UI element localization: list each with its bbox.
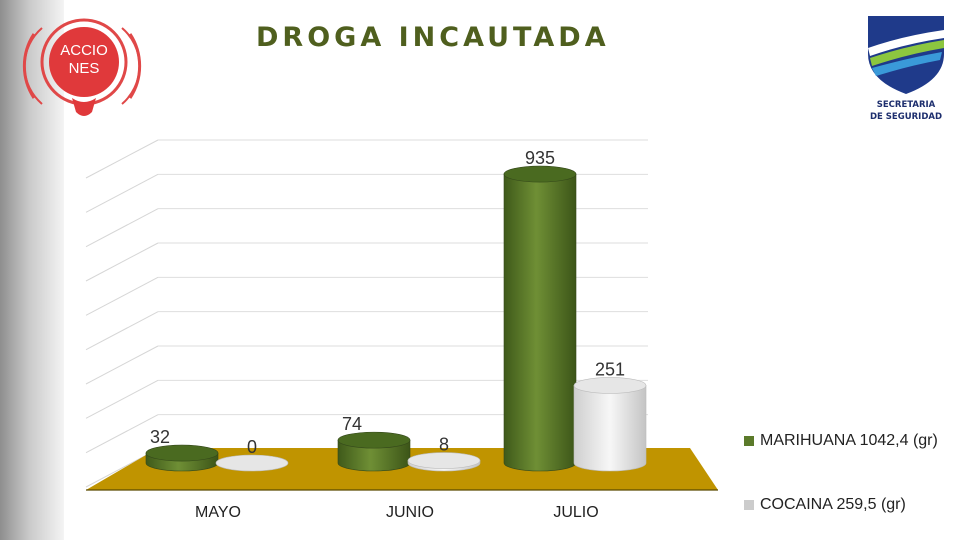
gridline-diag	[85, 276, 159, 316]
data-label: 8	[439, 435, 449, 455]
legend-swatch-marihuana	[744, 436, 754, 446]
data-label: 74	[342, 414, 362, 434]
gridline-diag	[85, 379, 159, 419]
gridline-diag	[85, 208, 159, 248]
data-label: 0	[247, 437, 257, 457]
legend-label-marihuana: MARIHUANA 1042,4 (gr)	[760, 432, 938, 449]
bar-top-cocaina	[215, 454, 289, 472]
logo-line-2: DE SEGURIDAD	[869, 112, 943, 122]
gridline-diag	[85, 173, 159, 213]
bar-top-marihuana	[337, 431, 411, 449]
legend-item-cocaina: COCAINA 259,5 (gr)	[744, 496, 906, 514]
x-tick-label: JULIO	[553, 504, 598, 521]
gridline-diag	[85, 414, 159, 454]
x-tick-label: JUNIO	[386, 504, 434, 521]
bar-marihuana	[503, 173, 577, 472]
page-title: DROGA INCAUTADA	[256, 22, 610, 53]
x-tick-label: MAYO	[195, 504, 241, 521]
gridline-diag	[85, 242, 159, 282]
data-label: 935	[525, 148, 555, 168]
bar-cocaina	[573, 385, 647, 472]
bar-top-cocaina	[573, 377, 647, 394]
bar-top-marihuana	[503, 165, 577, 183]
secretaria-logo: SECRETARIA DE SEGURIDAD	[862, 14, 950, 126]
data-label: 32	[150, 427, 170, 447]
bar-chart: MAYO JUNIO JULIO 32 0 74 8 935 251	[85, 139, 718, 521]
logo-text-line2: NES	[68, 60, 100, 77]
gridline-diag	[85, 139, 159, 179]
logo-line-1: SECRETARIA	[876, 100, 936, 110]
legend-label-cocaina: COCAINA 259,5 (gr)	[760, 496, 906, 513]
legend-swatch-cocaina	[744, 500, 754, 510]
legend-item-marihuana: MARIHUANA 1042,4 (gr)	[744, 432, 938, 450]
acciones-logo: ACCIO NES	[12, 6, 152, 126]
data-label: 251	[595, 359, 625, 379]
gridline-diag	[85, 345, 159, 385]
bar-top-marihuana	[145, 444, 219, 462]
logo-text-line1: ACCIO	[60, 42, 108, 59]
gridline-diag	[85, 311, 159, 351]
bar-top-cocaina	[407, 452, 481, 469]
